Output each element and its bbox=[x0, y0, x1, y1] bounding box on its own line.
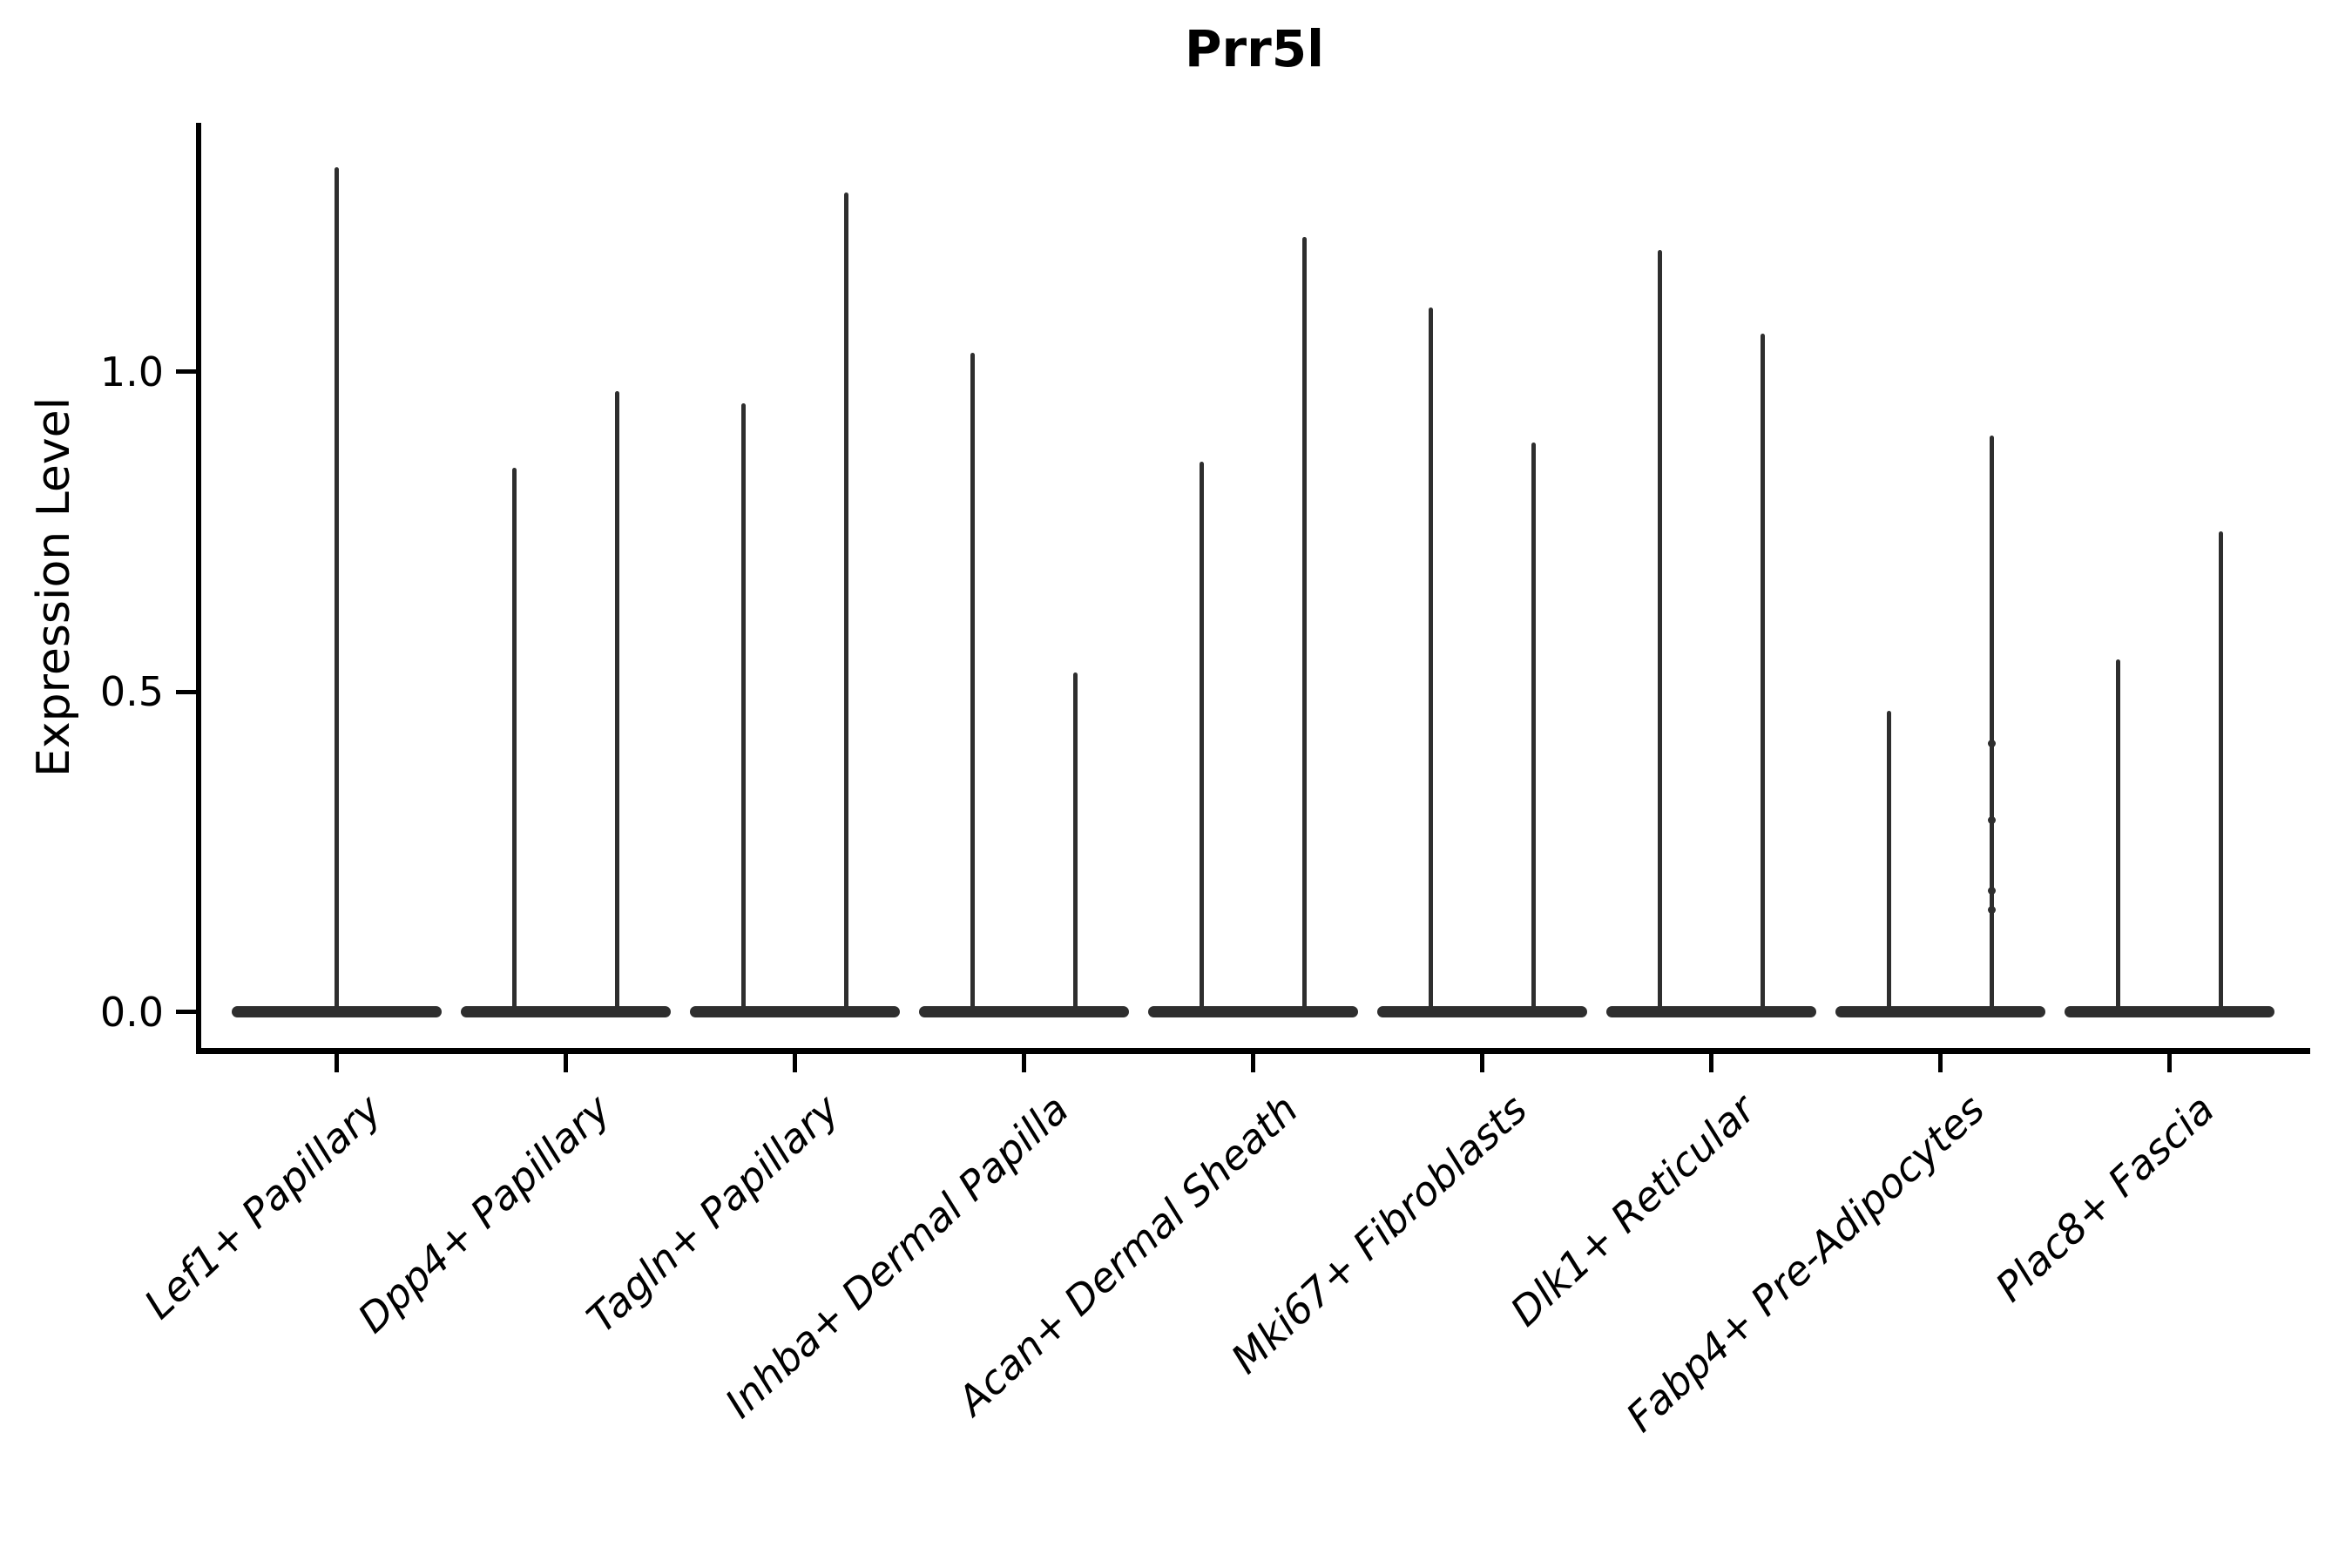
x-tick-mark bbox=[1479, 1054, 1484, 1072]
violin-spike bbox=[1657, 250, 1662, 1010]
y-tick-mark bbox=[176, 369, 196, 375]
x-tick-label: Tagln+ Papillary bbox=[578, 1085, 848, 1342]
x-tick-label: Dlk1+ Reticular bbox=[1501, 1085, 1765, 1335]
x-tick-mark bbox=[2166, 1054, 2172, 1072]
violin-body bbox=[1605, 1006, 1816, 1017]
violin-body bbox=[2064, 1006, 2274, 1017]
violin-spike bbox=[614, 390, 619, 1010]
y-tick-label: 0.0 bbox=[99, 988, 164, 1036]
violin-spike bbox=[511, 467, 517, 1010]
y-tick-label: 0.5 bbox=[99, 668, 164, 716]
x-tick-mark bbox=[563, 1054, 568, 1072]
violin-spike bbox=[1886, 711, 1891, 1010]
y-tick-label: 1.0 bbox=[99, 348, 164, 395]
violin-spike bbox=[2115, 659, 2120, 1010]
x-tick-mark bbox=[334, 1054, 339, 1072]
y-tick-mark bbox=[176, 689, 196, 694]
violin-spike bbox=[1760, 333, 1765, 1010]
violin-spike bbox=[1989, 436, 1994, 1010]
x-tick-mark bbox=[1708, 1054, 1713, 1072]
violin-body bbox=[1835, 1006, 2045, 1017]
violin-body bbox=[460, 1006, 671, 1017]
jitter-dot bbox=[1987, 815, 1996, 824]
x-axis-spine bbox=[196, 1048, 2310, 1054]
x-tick-mark bbox=[1937, 1054, 1943, 1072]
violin-spike bbox=[2218, 531, 2223, 1010]
y-axis-spine bbox=[196, 123, 201, 1054]
violin-spike bbox=[1199, 461, 1204, 1010]
violin-body bbox=[689, 1006, 900, 1017]
jitter-dot bbox=[1987, 886, 1996, 895]
x-tick-label: Dpp4+ Papillary bbox=[348, 1085, 619, 1342]
x-tick-label: Lef1+ Papillary bbox=[134, 1085, 390, 1328]
x-tick-mark bbox=[1250, 1054, 1255, 1072]
jitter-dot bbox=[1987, 905, 1996, 914]
x-tick-mark bbox=[1021, 1054, 1026, 1072]
violin-spike bbox=[843, 192, 848, 1010]
chart-title: Prr5l bbox=[1185, 19, 1324, 78]
violin-spike bbox=[740, 403, 746, 1010]
violin-body bbox=[918, 1006, 1129, 1017]
violin-spike bbox=[970, 352, 975, 1010]
violin-spike bbox=[1301, 237, 1307, 1010]
x-tick-label: Plac8+ Fascia bbox=[1986, 1085, 2223, 1311]
jitter-dot bbox=[1987, 739, 1996, 747]
violin-spike bbox=[1428, 308, 1433, 1010]
y-axis-label: Expression Level bbox=[28, 396, 80, 778]
violin-body bbox=[231, 1006, 442, 1017]
y-tick-mark bbox=[176, 1010, 196, 1015]
violin-spike bbox=[1531, 442, 1536, 1010]
x-tick-mark bbox=[792, 1054, 797, 1072]
violin-body bbox=[1147, 1006, 1358, 1017]
violin-spike bbox=[334, 166, 339, 1010]
violin-body bbox=[1376, 1006, 1587, 1017]
violin-spike bbox=[1072, 672, 1078, 1010]
